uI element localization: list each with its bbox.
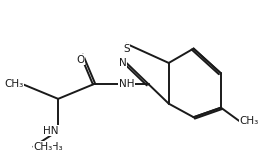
Text: S: S <box>123 44 130 54</box>
Text: CH₃: CH₃ <box>4 80 23 90</box>
Text: CH₃: CH₃ <box>33 142 53 152</box>
Text: —CH₃: —CH₃ <box>33 142 63 152</box>
Text: NH: NH <box>119 80 134 90</box>
Text: O: O <box>77 55 85 65</box>
Text: CH₃: CH₃ <box>239 116 259 126</box>
Text: N: N <box>119 58 127 68</box>
Text: HN: HN <box>43 126 58 136</box>
